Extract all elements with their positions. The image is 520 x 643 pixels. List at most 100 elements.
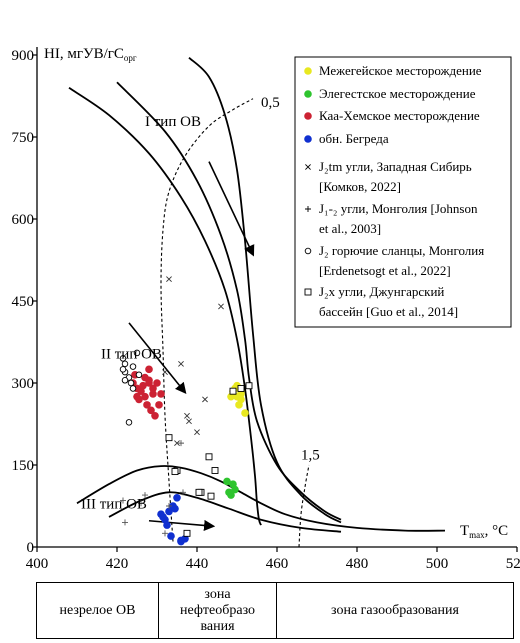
- boundary-curve: [188, 57, 342, 524]
- data-point: [218, 303, 224, 310]
- zone-oil-line: нефтеобразо: [179, 602, 256, 618]
- data-point: [235, 401, 243, 409]
- boundary-curve: [298, 464, 310, 548]
- marker-shape: [194, 429, 200, 436]
- legend-marker: [304, 67, 312, 75]
- marker-shape: [218, 303, 224, 310]
- legend-label: обн. Бегреда: [319, 131, 389, 146]
- data-point: [119, 366, 127, 373]
- data-point: [145, 365, 153, 374]
- x-tick-label: 420: [106, 556, 129, 572]
- data-point: [165, 507, 173, 516]
- legend-box: [294, 56, 512, 328]
- legend-marker: [304, 288, 312, 296]
- legend-marker: [305, 164, 311, 170]
- legend-label-cont: [Erdenetsogt et al., 2022]: [319, 263, 451, 278]
- data-point: [149, 390, 157, 398]
- marker-shape: [121, 360, 129, 368]
- marker-shape: [120, 497, 126, 504]
- data-point: [151, 412, 159, 420]
- data-point: [184, 412, 190, 419]
- data-point: [129, 385, 137, 392]
- annotations-layer: I тип ОВ II тип ОВ III тип ОВ 0,5 1,5: [81, 95, 320, 513]
- data-point: [155, 401, 163, 409]
- data-point: [121, 377, 129, 384]
- marker-shape: [139, 381, 147, 390]
- data-point: [245, 382, 253, 390]
- data-point: [231, 485, 239, 494]
- y-tick-label: 0: [27, 540, 35, 556]
- marker-shape: [162, 369, 168, 375]
- data-point: [166, 503, 172, 509]
- data-point: [177, 536, 185, 545]
- marker-shape: [121, 377, 129, 384]
- data-point: [159, 513, 167, 521]
- marker-shape: [166, 276, 172, 283]
- marker-shape: [245, 382, 253, 390]
- marker-shape: [145, 365, 153, 374]
- data-point: [165, 434, 173, 442]
- legend-marker: [304, 247, 312, 255]
- x-tick-label: 460: [266, 556, 289, 572]
- legend-label: Межегейское месторождение: [319, 63, 482, 78]
- marker-shape: [304, 112, 312, 120]
- marker-shape: [305, 206, 311, 212]
- marker-shape: [151, 412, 159, 420]
- data-point: [241, 409, 249, 417]
- marker-shape: [304, 288, 312, 296]
- boundary-curve: [68, 87, 262, 526]
- x-axis-label: Tmax, °C: [460, 523, 508, 540]
- marker-shape: [149, 390, 157, 398]
- data-point: [138, 500, 144, 507]
- x-tick-label: 400: [26, 556, 49, 572]
- annotation-label: I тип ОВ: [145, 114, 201, 130]
- data-point: [166, 276, 172, 283]
- marker-shape: [129, 385, 137, 392]
- y-tick-label: 450: [12, 294, 35, 310]
- maturation-arrow: [148, 519, 216, 532]
- data-point: [178, 360, 184, 367]
- data-point: [180, 489, 186, 496]
- data-point: [174, 440, 180, 447]
- marker-shape: [141, 392, 149, 401]
- data-point: [141, 392, 149, 401]
- marker-shape: [133, 392, 141, 401]
- marker-shape: [183, 529, 191, 537]
- marker-shape: [304, 247, 312, 255]
- marker-shape: [149, 384, 157, 393]
- y-tick-label: 300: [12, 376, 35, 392]
- zone-immature-cell: незрелое ОВ: [36, 582, 159, 639]
- marker-shape: [162, 530, 168, 537]
- y-tick-label: 150: [12, 458, 35, 474]
- marker-shape: [142, 492, 148, 499]
- chart: 400 420 440 460 480 500 520 0 150 300 450 600 750 900…: [12, 46, 520, 572]
- legend-label: J₂ горючие сланцы, Монголия: [319, 243, 484, 258]
- data-point: [133, 392, 141, 401]
- annotation-label: 0,5: [261, 95, 280, 111]
- data-point: [194, 429, 200, 436]
- marker-shape: [167, 532, 175, 540]
- marker-shape: [205, 453, 213, 461]
- marker-shape: [241, 409, 249, 417]
- marker-shape: [178, 360, 184, 367]
- marker-shape: [305, 164, 311, 170]
- data-point: [225, 488, 233, 497]
- legend: Межегейское месторождение Элегестское мес…: [294, 56, 512, 328]
- zone-oil-cell: зона нефтеобразо вания: [158, 582, 277, 639]
- marker-shape: [166, 503, 172, 509]
- boundary-curve: [116, 81, 342, 521]
- marker-shape: [119, 366, 127, 373]
- marker-shape: [178, 440, 184, 447]
- marker-shape: [173, 494, 181, 502]
- data-point: [139, 381, 147, 390]
- legend-marker: [304, 90, 312, 98]
- marker-shape: [122, 519, 128, 526]
- maturation-arrow: [128, 322, 187, 395]
- data-point: [229, 387, 237, 395]
- data-point: [186, 418, 192, 425]
- legend-label: J₁-₂ угли, Монголия [Johnson: [319, 201, 478, 216]
- marker-shape: [207, 492, 215, 500]
- data-point: [195, 488, 203, 496]
- marker-shape: [135, 371, 143, 379]
- marker-shape: [184, 412, 190, 419]
